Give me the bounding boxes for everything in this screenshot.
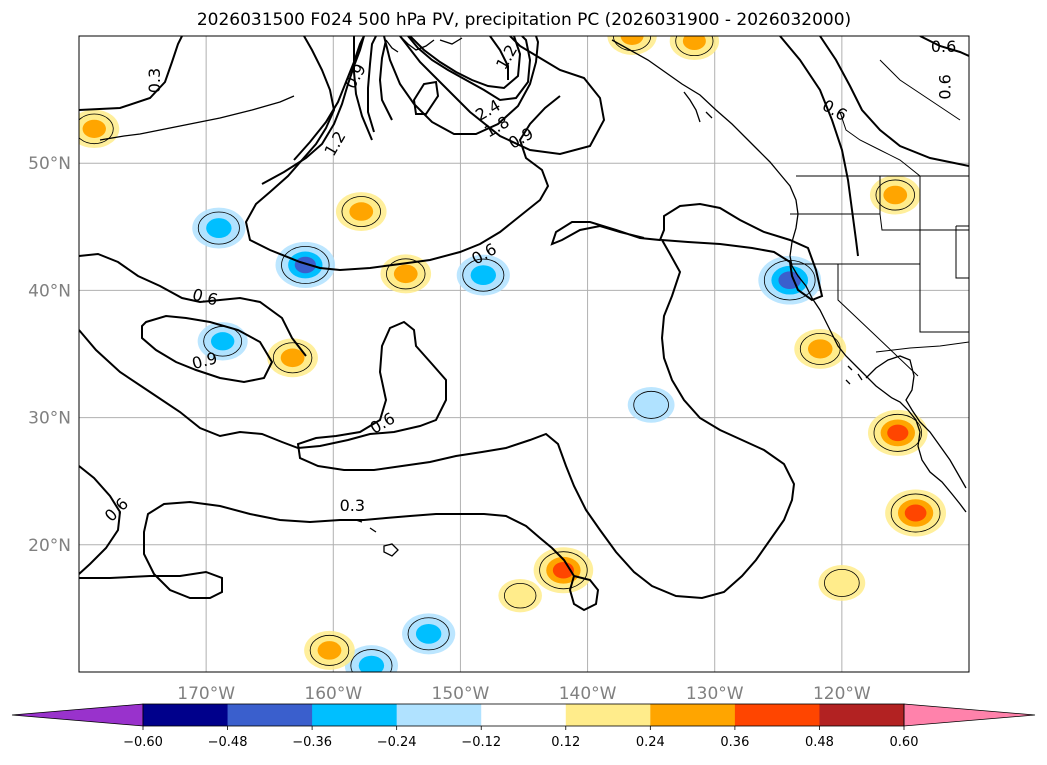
colorbar-segment	[396, 704, 482, 726]
colorbar-segment	[650, 704, 736, 726]
contour-0.9-east-arc	[399, 36, 606, 156]
precip-blob	[267, 338, 318, 378]
contour-east-0.6	[819, 36, 969, 167]
queen-charlotte-islands	[683, 91, 713, 123]
precip-blob	[869, 175, 921, 215]
contour-0.3-south	[79, 500, 600, 612]
contour-small-loop	[412, 80, 440, 115]
colorbar-tick-label: 0.24	[636, 735, 665, 750]
contour-0.9-north	[261, 36, 365, 185]
lon-tick-label: 120°W	[813, 684, 871, 704]
precip-blob	[335, 192, 387, 231]
contour-east-0.6b	[919, 36, 969, 57]
lat-tick-label: 30°N	[28, 409, 71, 429]
precip-blob	[669, 36, 720, 61]
california-nevada-border	[837, 264, 919, 377]
precip-blob	[868, 409, 928, 456]
lat-tick-label: 40°N	[28, 281, 71, 301]
nevada-arizona-border	[919, 264, 969, 333]
precipitation-shading	[79, 36, 947, 672]
precip-blob	[192, 207, 246, 249]
province-border	[839, 111, 921, 177]
contour-0.3-north	[79, 36, 183, 111]
baja-coastline	[865, 355, 967, 489]
contour-label: 0.6	[931, 37, 956, 56]
colorbar-tick-label: −0.48	[208, 735, 248, 750]
washington-oregon-border	[790, 176, 969, 231]
aleutian-islands	[99, 95, 295, 141]
contour-1.8	[353, 36, 532, 141]
lon-tick-label: 160°W	[304, 684, 362, 704]
contour-0.6-west-north	[79, 252, 307, 357]
colorbar-tick-label: 0.48	[805, 735, 834, 750]
precip-blob	[818, 565, 866, 601]
pv-contours	[79, 36, 969, 612]
lon-tick-label: 170°W	[177, 684, 235, 704]
bc-alberta-border	[879, 59, 961, 121]
colorbar-segment	[734, 704, 820, 726]
figure-title: 2026031500 F024 500 hPa PV, precipitatio…	[197, 10, 851, 30]
longitude-tick-labels: 170°W 160°W 150°W 140°W 130°W 120°W	[177, 684, 871, 704]
colorbar-tick-label: 0.36	[720, 735, 749, 750]
colorbar-tick-label: 0.60	[890, 735, 919, 750]
precip-blob	[794, 328, 847, 369]
contour-3.0	[378, 36, 509, 121]
colorbar-segment	[565, 704, 651, 726]
latitude-tick-labels: 20°N 30°N 40°N 50°N	[28, 154, 71, 556]
idaho-montana-border	[955, 225, 969, 279]
lon-tick-label: 140°W	[559, 684, 617, 704]
precip-blob	[402, 613, 456, 655]
coastlines	[99, 36, 967, 557]
colorbar-extend-high	[903, 703, 1036, 727]
colorbar-frame	[142, 703, 905, 727]
contour-0.6-south-west	[79, 465, 122, 575]
channel-islands	[845, 365, 863, 385]
colorbar-segment	[481, 704, 567, 726]
contour-0.9-pacific	[141, 314, 274, 384]
precip-blob	[627, 386, 675, 423]
precip-blob	[79, 109, 120, 149]
precip-blob	[275, 241, 336, 288]
contour-label: 0.6	[936, 74, 955, 99]
precip-blob	[344, 645, 399, 672]
contour-east-0.6c	[779, 36, 859, 257]
precip-blob	[456, 254, 510, 296]
colorbar-tick-label: −0.60	[123, 735, 163, 750]
contour-2.4	[367, 36, 522, 133]
map-frame	[78, 35, 970, 673]
lat-tick-label: 20°N	[28, 536, 71, 556]
lon-tick-label: 150°W	[432, 684, 490, 704]
precip-blob	[885, 489, 947, 537]
colorbar-tick-label: −0.12	[461, 735, 501, 750]
precip-blob	[533, 547, 594, 594]
contour-1.2	[293, 36, 540, 161]
political-borders	[790, 59, 969, 377]
contour-label: 0.3	[145, 68, 164, 93]
precip-blob	[758, 255, 822, 305]
precip-blob	[197, 322, 248, 361]
lon-tick-label: 130°W	[686, 684, 744, 704]
colorbar-segment	[312, 704, 398, 726]
colorbar-segment	[143, 704, 229, 726]
precip-blob	[304, 630, 355, 670]
colorbar-tick-label: 0.12	[551, 735, 580, 750]
colorbar-extend-low	[11, 703, 144, 727]
precip-blob	[498, 579, 542, 613]
colorbar-tick-label: −0.36	[292, 735, 332, 750]
contour-label: 0.3	[340, 496, 365, 515]
contour-0.6-main	[244, 36, 561, 272]
colorbar: −0.60 −0.48 −0.36 −0.24 −0.12 0.12 0.24 0.36 0.4…	[11, 703, 1036, 750]
us-mexico-border	[875, 341, 969, 353]
contour-0.6-pacific	[79, 202, 824, 600]
colorbar-segment	[819, 704, 905, 726]
colorbar-segment	[227, 704, 313, 726]
north-america-coastline	[611, 39, 967, 513]
colorbar-tick-label: −0.24	[377, 735, 417, 750]
lat-tick-label: 50°N	[28, 154, 71, 174]
